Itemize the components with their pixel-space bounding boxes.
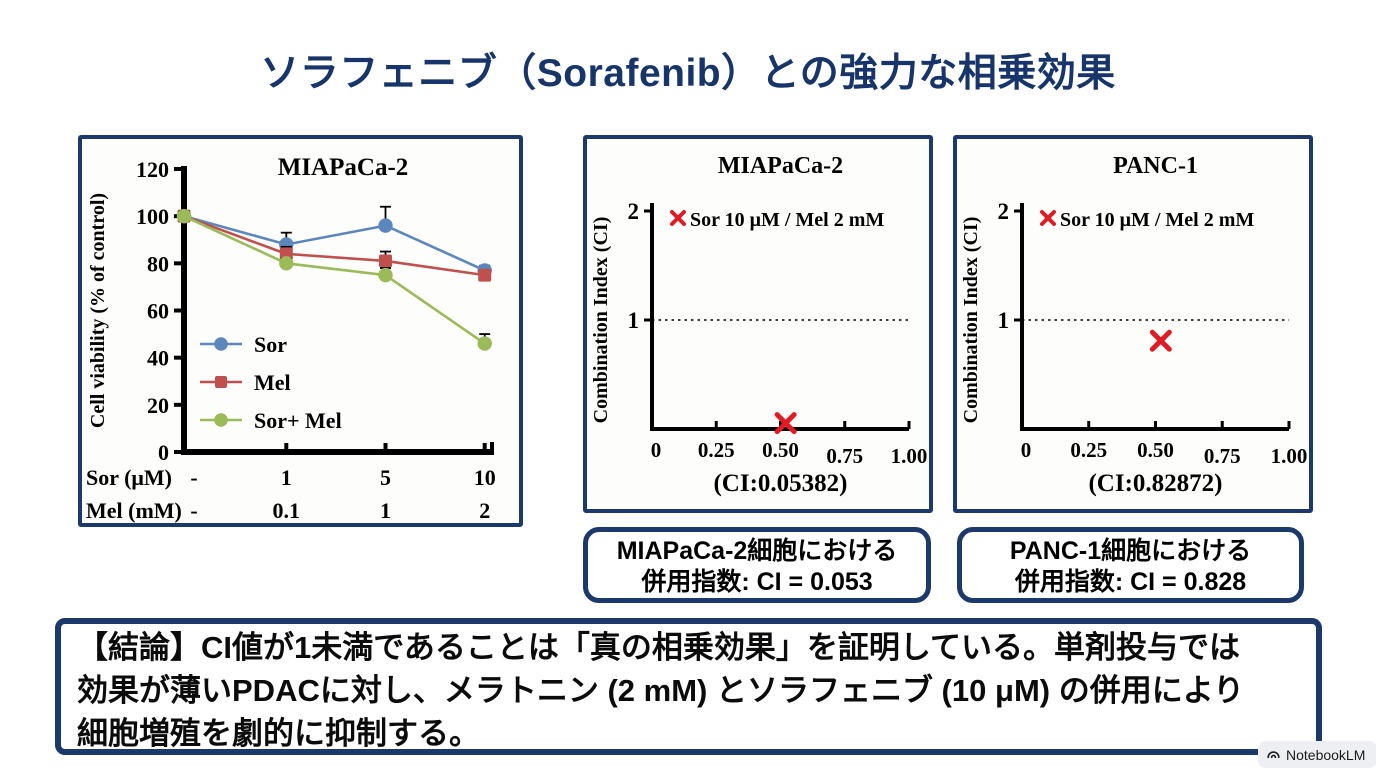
ci-caption: (CI:0.05382) bbox=[713, 470, 847, 497]
chart-title: MIAPaCa-2 bbox=[718, 153, 843, 179]
svg-text:Mel (mM): Mel (mM) bbox=[86, 498, 182, 523]
svg-text:2: 2 bbox=[628, 199, 640, 224]
svg-text:Sor: Sor bbox=[254, 332, 287, 357]
svg-text:0.25: 0.25 bbox=[1070, 438, 1107, 462]
svg-text:1: 1 bbox=[628, 308, 640, 333]
notebooklm-icon bbox=[1266, 747, 1281, 762]
chart-title: PANC-1 bbox=[1113, 153, 1198, 179]
conclusion-line1: 【結論】CI値が1未満であることは「真の相乗効果」を証明している。単剤投与では bbox=[77, 630, 1240, 665]
svg-text:0.50: 0.50 bbox=[762, 438, 799, 462]
svg-text:1.00: 1.00 bbox=[1271, 444, 1308, 468]
y-axis-label: Combination Index (CI) bbox=[960, 217, 982, 424]
summary-box-miapaca2-line2: 併用指数: CI = 0.053 bbox=[641, 568, 873, 596]
ci-chart-panel-panc1: PANC-1 Combination Index (CI) 1 2 0 0.25 0.50 0… bbox=[953, 135, 1313, 513]
summary-box-panc1-line1: PANC-1細胞における bbox=[1009, 537, 1252, 565]
conclusion-line2: 効果が薄いPDACに対し、メラトニン (2 mM) とソラフェニブ (10 μM… bbox=[77, 673, 1245, 708]
svg-text:0.75: 0.75 bbox=[826, 444, 863, 468]
summary-box-miapaca2-line1: MIAPaCa-2細胞における bbox=[616, 537, 898, 565]
data-point bbox=[1149, 329, 1172, 352]
svg-text:2: 2 bbox=[479, 498, 490, 523]
svg-text:Sor 10 μM / Mel 2 mM: Sor 10 μM / Mel 2 mM bbox=[690, 209, 884, 231]
svg-text:5: 5 bbox=[380, 465, 391, 490]
summary-box-panc1-line2: 併用指数: CI = 0.828 bbox=[1014, 568, 1247, 596]
svg-text:120: 120 bbox=[136, 157, 169, 182]
series-sor-mel bbox=[176, 208, 492, 351]
svg-text:100: 100 bbox=[136, 204, 169, 229]
series-mel bbox=[177, 209, 492, 282]
svg-text:2: 2 bbox=[998, 199, 1010, 224]
svg-text:-: - bbox=[190, 465, 197, 490]
series-sor bbox=[176, 205, 492, 278]
svg-text:Sor 10 μM / Mel 2 mM: Sor 10 μM / Mel 2 mM bbox=[1060, 209, 1254, 231]
svg-text:0.50: 0.50 bbox=[1137, 438, 1174, 462]
axes: 1 2 0 0.25 0.50 0.75 1.00 bbox=[628, 199, 928, 468]
ci-caption: (CI:0.82872) bbox=[1088, 470, 1222, 497]
svg-text:0: 0 bbox=[158, 440, 169, 465]
conclusion-line3: 細胞増殖を劇的に抑制する。 bbox=[77, 716, 480, 751]
ci-chart-panel-miapaca2: MIAPaCa-2 Combination Index (CI) 1 2 0 0.25 0.… bbox=[583, 135, 933, 513]
notebooklm-badge-label: NotebookLM bbox=[1286, 746, 1366, 763]
svg-text:1: 1 bbox=[281, 465, 292, 490]
svg-text:0.1: 0.1 bbox=[273, 498, 301, 523]
svg-text:Sor (μM): Sor (μM) bbox=[86, 465, 172, 490]
svg-text:0: 0 bbox=[1021, 438, 1032, 462]
notebooklm-badge: NotebookLM bbox=[1258, 741, 1376, 768]
svg-text:-: - bbox=[190, 498, 197, 523]
legend: Sor 10 μM / Mel 2 mM bbox=[1040, 209, 1254, 231]
svg-text:1.00: 1.00 bbox=[891, 444, 928, 468]
chart-title: MIAPaCa-2 bbox=[278, 154, 409, 181]
svg-text:1: 1 bbox=[380, 498, 391, 523]
conclusion-box: 【結論】CI値が1未満であることは「真の相乗効果」を証明している。単剤投与では … bbox=[55, 618, 1322, 755]
svg-text:20: 20 bbox=[147, 393, 169, 418]
x-axis-row-0: Sor (μM) - 1 5 10 bbox=[86, 465, 496, 490]
y-axis-label: Cell viability (% of control) bbox=[87, 193, 109, 428]
ci-scatter-chart-miapaca2: MIAPaCa-2 Combination Index (CI) 1 2 0 0.25 0.… bbox=[590, 153, 928, 497]
ci-scatter-chart-panc1: PANC-1 Combination Index (CI) 1 2 0 0.25 0.50 0… bbox=[960, 153, 1308, 497]
legend: Sor 10 μM / Mel 2 mM bbox=[670, 209, 884, 231]
svg-text:10: 10 bbox=[474, 465, 496, 490]
axes: 1 2 0 0.25 0.50 0.75 1.00 bbox=[998, 199, 1308, 468]
data-point bbox=[774, 412, 797, 435]
viability-chart-panel: MIAPaCa-2 Cell viability (% of control) 0 2… bbox=[78, 135, 523, 527]
legend: Sor Mel Sor+ Mel bbox=[200, 332, 342, 433]
y-axis-label: Combination Index (CI) bbox=[590, 217, 612, 424]
svg-text:Mel: Mel bbox=[254, 370, 291, 395]
axes: 0 20 40 60 80 100 120 bbox=[136, 157, 494, 465]
svg-text:0.25: 0.25 bbox=[698, 438, 735, 462]
summary-box-panc1: PANC-1細胞における 併用指数: CI = 0.828 bbox=[957, 527, 1304, 603]
x-axis-row-1: Mel (mM) - 0.1 1 2 bbox=[86, 498, 490, 523]
svg-text:Sor+ Mel: Sor+ Mel bbox=[254, 408, 342, 433]
svg-text:80: 80 bbox=[147, 251, 169, 276]
svg-text:0: 0 bbox=[651, 438, 662, 462]
svg-text:60: 60 bbox=[147, 299, 169, 324]
svg-text:1: 1 bbox=[998, 308, 1010, 333]
slide-title: ソラフェニブ（Sorafenib）との強力な相乗効果 bbox=[260, 52, 1116, 95]
summary-box-miapaca2: MIAPaCa-2細胞における 併用指数: CI = 0.053 bbox=[583, 527, 931, 603]
svg-text:0.75: 0.75 bbox=[1204, 444, 1241, 468]
viability-line-chart: MIAPaCa-2 Cell viability (% of control) 0 2… bbox=[86, 154, 496, 523]
svg-text:40: 40 bbox=[147, 346, 169, 371]
